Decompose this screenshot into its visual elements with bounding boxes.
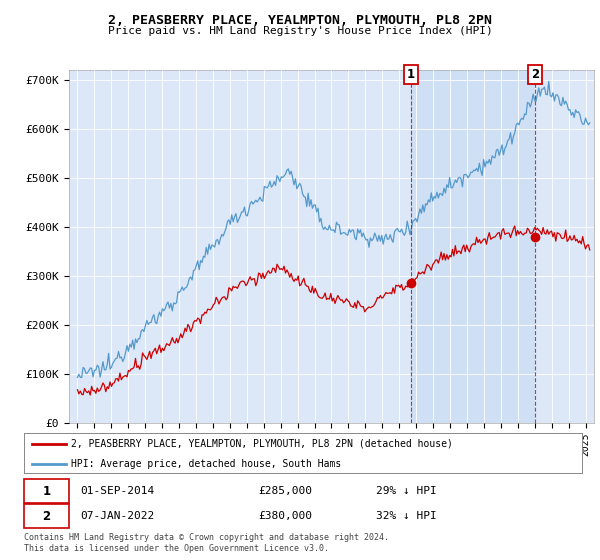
Text: 2, PEASBERRY PLACE, YEALMPTON, PLYMOUTH, PL8 2PN (detached house): 2, PEASBERRY PLACE, YEALMPTON, PLYMOUTH,… bbox=[71, 439, 454, 449]
Text: HPI: Average price, detached house, South Hams: HPI: Average price, detached house, Sout… bbox=[71, 459, 341, 469]
Text: Price paid vs. HM Land Registry's House Price Index (HPI): Price paid vs. HM Land Registry's House … bbox=[107, 26, 493, 36]
Text: £380,000: £380,000 bbox=[259, 511, 313, 521]
Text: 2: 2 bbox=[531, 68, 539, 81]
Text: 1: 1 bbox=[42, 485, 50, 498]
Bar bbox=[410, 70, 535, 423]
Text: 2, PEASBERRY PLACE, YEALMPTON, PLYMOUTH, PL8 2PN: 2, PEASBERRY PLACE, YEALMPTON, PLYMOUTH,… bbox=[108, 14, 492, 27]
Text: 2: 2 bbox=[42, 510, 50, 522]
FancyBboxPatch shape bbox=[24, 504, 68, 528]
Text: £285,000: £285,000 bbox=[259, 486, 313, 496]
Text: 1: 1 bbox=[407, 68, 415, 81]
Text: 07-JAN-2022: 07-JAN-2022 bbox=[80, 511, 154, 521]
Text: 29% ↓ HPI: 29% ↓ HPI bbox=[376, 486, 436, 496]
Text: 32% ↓ HPI: 32% ↓ HPI bbox=[376, 511, 436, 521]
FancyBboxPatch shape bbox=[24, 479, 68, 503]
Text: Contains HM Land Registry data © Crown copyright and database right 2024.
This d: Contains HM Land Registry data © Crown c… bbox=[24, 533, 389, 553]
Text: 01-SEP-2014: 01-SEP-2014 bbox=[80, 486, 154, 496]
